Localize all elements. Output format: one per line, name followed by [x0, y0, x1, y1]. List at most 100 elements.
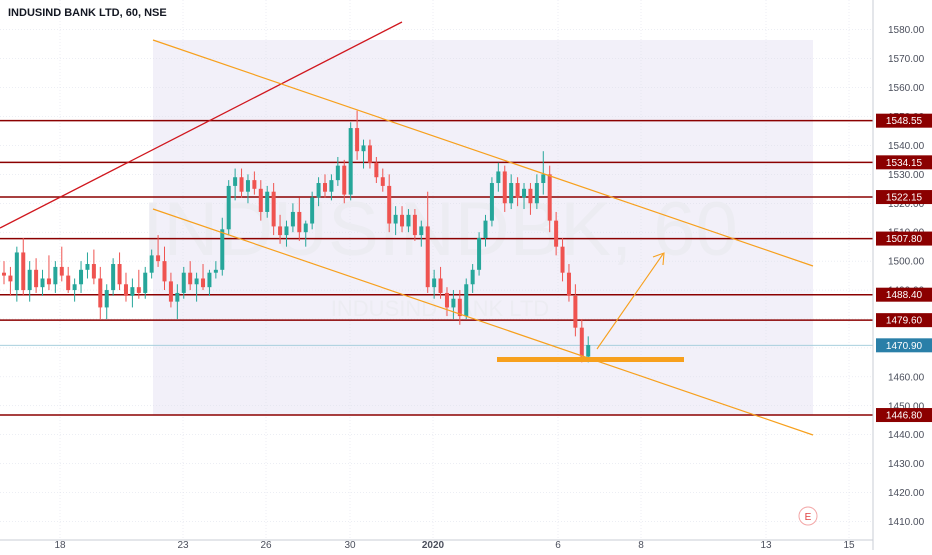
candle[interactable] [400, 206, 405, 233]
candle[interactable] [117, 252, 122, 291]
trend-line[interactable] [0, 21, 403, 229]
candle[interactable] [367, 139, 372, 169]
candle[interactable] [2, 261, 6, 285]
candle[interactable] [156, 235, 161, 267]
candle[interactable] [464, 278, 469, 319]
candle[interactable] [53, 261, 58, 293]
candle[interactable] [496, 162, 501, 192]
candle[interactable] [425, 191, 430, 293]
candle[interactable] [233, 168, 238, 201]
candle[interactable] [303, 220, 308, 247]
support-zone-bar[interactable] [497, 357, 684, 362]
candle[interactable] [457, 290, 462, 325]
candle[interactable] [380, 168, 385, 192]
candle[interactable] [66, 266, 71, 293]
candle[interactable] [91, 249, 96, 285]
candle[interactable] [566, 264, 571, 302]
candle[interactable] [361, 139, 366, 169]
event-marker-label[interactable]: E [805, 512, 812, 523]
candle[interactable] [412, 209, 417, 241]
candle[interactable] [14, 246, 19, 302]
candle[interactable] [547, 165, 552, 233]
candle[interactable] [175, 284, 180, 319]
candle[interactable] [297, 197, 302, 241]
candle[interactable] [419, 220, 424, 247]
candle[interactable] [194, 272, 199, 302]
candle[interactable] [104, 284, 109, 319]
candle[interactable] [406, 209, 411, 233]
candle[interactable] [188, 261, 193, 291]
event-marker[interactable]: E [798, 506, 818, 526]
candle[interactable] [98, 266, 103, 319]
candle[interactable] [111, 258, 116, 296]
candle[interactable] [136, 269, 141, 299]
candle[interactable] [143, 266, 148, 299]
candle[interactable] [432, 269, 437, 299]
candle[interactable] [393, 206, 398, 236]
candle[interactable] [252, 171, 257, 195]
candle[interactable] [579, 318, 584, 363]
candle[interactable] [438, 266, 443, 299]
channel-lower-line[interactable] [152, 208, 814, 436]
candle[interactable] [213, 261, 218, 279]
candle[interactable] [220, 217, 225, 276]
level-tag[interactable]: 1522.15 [876, 190, 932, 205]
candle[interactable] [181, 266, 186, 299]
candle[interactable] [515, 177, 520, 207]
candle[interactable] [323, 174, 327, 198]
candle[interactable] [207, 269, 212, 296]
candle[interactable] [554, 211, 559, 256]
level-tag[interactable]: 1534.15 [876, 155, 932, 170]
candle[interactable] [522, 183, 527, 210]
candle[interactable] [284, 220, 289, 247]
candle[interactable] [27, 261, 32, 302]
candle[interactable] [483, 214, 488, 247]
candle[interactable] [8, 266, 13, 296]
level-tag[interactable]: 1488.40 [876, 287, 932, 302]
level-tag[interactable]: 1548.55 [876, 113, 932, 128]
candle[interactable] [149, 249, 154, 279]
candle[interactable] [245, 174, 250, 204]
candle[interactable] [387, 174, 392, 233]
candle[interactable] [528, 183, 533, 215]
candle[interactable] [573, 284, 578, 337]
candle[interactable] [290, 203, 295, 233]
candle[interactable] [168, 272, 173, 308]
candle[interactable] [162, 246, 167, 291]
candle[interactable] [79, 261, 84, 293]
candle[interactable] [444, 287, 449, 317]
candle[interactable] [46, 255, 51, 291]
candle[interactable] [451, 290, 456, 319]
candle[interactable] [342, 159, 347, 204]
candle[interactable] [21, 237, 26, 296]
candle[interactable] [477, 232, 482, 276]
candle[interactable] [34, 258, 39, 293]
candle[interactable] [40, 269, 45, 296]
level-tag[interactable]: 1479.60 [876, 313, 932, 328]
candle[interactable] [470, 264, 475, 293]
candle[interactable] [72, 278, 77, 302]
candle[interactable] [348, 122, 353, 201]
candle[interactable] [59, 246, 64, 282]
candle[interactable] [489, 177, 494, 227]
current-price-tag[interactable]: 1470.90 [876, 338, 932, 353]
candle[interactable] [85, 252, 90, 279]
candle[interactable] [509, 174, 514, 210]
level-tag[interactable]: 1507.80 [876, 231, 932, 246]
candle[interactable] [355, 110, 360, 160]
candle[interactable] [502, 165, 507, 212]
candle[interactable] [278, 214, 283, 244]
channel-upper-line[interactable] [152, 39, 814, 267]
candle[interactable] [130, 278, 135, 308]
candle[interactable] [374, 156, 379, 184]
candle[interactable] [329, 174, 334, 201]
candle[interactable] [123, 272, 128, 302]
candle[interactable] [226, 180, 231, 236]
candle[interactable] [258, 180, 263, 221]
candle[interactable] [316, 177, 321, 207]
candle[interactable] [239, 168, 244, 198]
level-tag[interactable]: 1446.80 [876, 408, 932, 423]
candle[interactable] [265, 185, 270, 218]
candle[interactable] [310, 191, 315, 230]
candle[interactable] [534, 174, 539, 210]
